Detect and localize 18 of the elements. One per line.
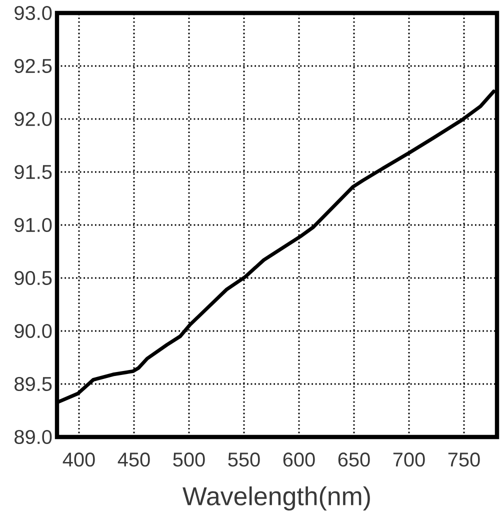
y-tick-label: 90.5 <box>14 270 52 286</box>
x-axis-title: Wavelength(nm) <box>182 486 370 511</box>
x-tick-label: 450 <box>118 452 150 467</box>
x-tick-label: 650 <box>338 452 370 467</box>
y-tick-label: 89.5 <box>14 376 52 392</box>
y-tick-label: 92.0 <box>14 112 52 126</box>
y-tick-label: 91.0 <box>14 218 52 232</box>
x-tick-label: 700 <box>393 452 425 467</box>
x-tick-label: 600 <box>283 452 315 467</box>
y-tick-label: 91.5 <box>14 164 52 180</box>
x-tick-label: 500 <box>173 452 205 467</box>
y-tick-label: 90.0 <box>14 324 52 338</box>
x-tick-label: 750 <box>448 452 480 467</box>
y-tick-label: 93.0 <box>14 6 52 20</box>
x-tick-label: 550 <box>228 452 260 467</box>
x-tick-label: 400 <box>62 452 95 467</box>
y-tick-label: 92.5 <box>14 58 52 74</box>
y-tick-label: 89.0 <box>14 430 52 444</box>
